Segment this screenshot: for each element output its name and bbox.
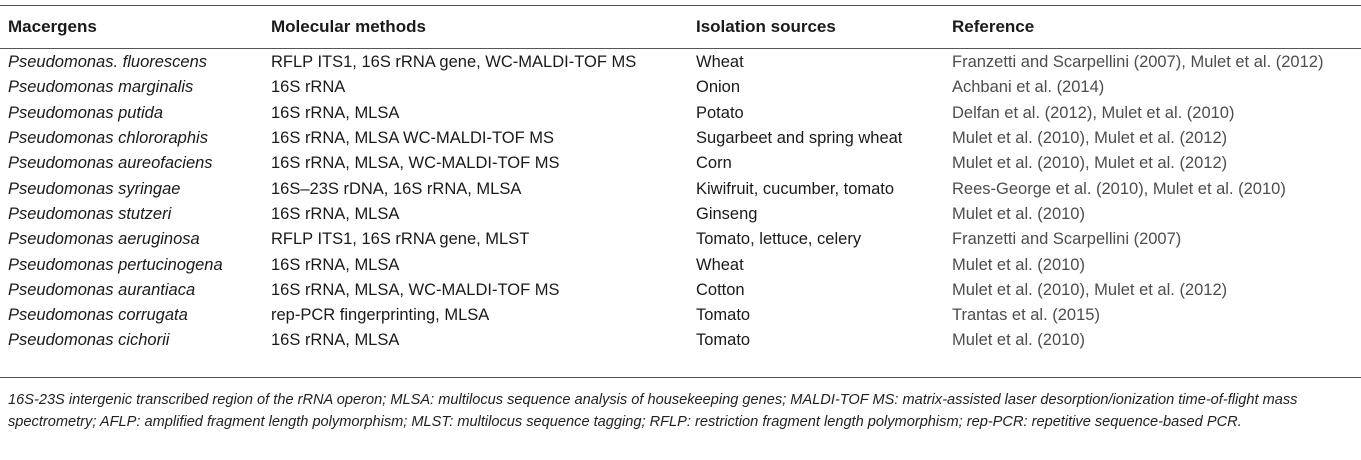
cell-species: Pseudomonas corrugata bbox=[8, 306, 188, 325]
cell-sources: Kiwifruit, cucumber, tomato bbox=[696, 179, 895, 198]
table-row: Pseudomonas putida 16S rRNA, MLSA Potato… bbox=[0, 101, 1361, 126]
cell-sources: Potato bbox=[696, 103, 744, 122]
cell-methods: 16S rRNA, MLSA bbox=[271, 103, 400, 122]
cell-sources: Ginseng bbox=[696, 204, 758, 223]
table-row: Pseudomonas marginalis 16S rRNA Onion Ac… bbox=[0, 75, 1361, 100]
cell-sources: Cotton bbox=[696, 280, 745, 299]
cell-reference: Mulet et al. (2010), Mulet et al. (2012) bbox=[952, 129, 1228, 148]
cell-reference: Franzetti and Scarpellini (2007) bbox=[952, 230, 1182, 249]
cell-methods: 16S rRNA, MLSA bbox=[271, 204, 400, 223]
cell-reference: Achbani et al. (2014) bbox=[952, 78, 1105, 97]
cell-reference: Trantas et al. (2015) bbox=[952, 306, 1100, 325]
cell-sources: Wheat bbox=[696, 255, 744, 274]
header-reference: Reference bbox=[952, 17, 1035, 36]
cell-methods: 16S rRNA, MLSA bbox=[271, 255, 400, 274]
table-header-row: Macergens Molecular methods Isolation so… bbox=[0, 6, 1361, 48]
table-row: Pseudomonas stutzeri 16S rRNA, MLSA Gins… bbox=[0, 202, 1361, 227]
header-macergens: Macergens bbox=[8, 17, 97, 36]
header-isolation-sources: Isolation sources bbox=[696, 17, 836, 36]
cell-methods: 16S rRNA, MLSA, WC-MALDI-TOF MS bbox=[271, 280, 560, 299]
cell-methods: RFLP ITS1, 16S rRNA gene, WC-MALDI-TOF M… bbox=[271, 53, 637, 72]
cell-species: Pseudomonas stutzeri bbox=[8, 204, 172, 223]
cell-species: Pseudomonas marginalis bbox=[8, 78, 194, 97]
cell-methods: 16S rRNA, MLSA, WC-MALDI-TOF MS bbox=[271, 154, 560, 173]
cell-species: Pseudomonas aeruginosa bbox=[8, 230, 200, 249]
cell-reference: Mulet et al. (2010) bbox=[952, 331, 1085, 350]
top-rule bbox=[0, 5, 1361, 6]
cell-sources: Tomato bbox=[696, 306, 751, 325]
header-molecular-methods: Molecular methods bbox=[271, 17, 426, 36]
cell-methods: 16S–23S rDNA, 16S rRNA, MLSA bbox=[271, 179, 522, 198]
cell-methods: RFLP ITS1, 16S rRNA gene, MLST bbox=[271, 230, 530, 249]
cell-sources: Sugarbeet and spring wheat bbox=[696, 129, 903, 148]
table-row: Pseudomonas cichorii 16S rRNA, MLSA Toma… bbox=[0, 328, 1361, 353]
table-row: Pseudomonas chlororaphis 16S rRNA, MLSA … bbox=[0, 126, 1361, 151]
cell-species: Pseudomonas chlororaphis bbox=[8, 129, 208, 148]
cell-sources: Corn bbox=[696, 154, 732, 173]
table-row: Pseudomonas syringae 16S–23S rDNA, 16S r… bbox=[0, 176, 1361, 201]
table-footnote: 16S-23S intergenic transcribed region of… bbox=[8, 392, 1298, 430]
cell-reference: Franzetti and Scarpellini (2007), Mulet … bbox=[952, 53, 1324, 72]
header-rule bbox=[0, 48, 1361, 49]
cell-species: Pseudomonas. fluorescens bbox=[8, 53, 208, 72]
cell-species: Pseudomonas aureofaciens bbox=[8, 154, 213, 173]
cell-reference: Mulet et al. (2010) bbox=[952, 255, 1085, 274]
cell-species: Pseudomonas cichorii bbox=[8, 331, 170, 350]
cell-reference: Mulet et al. (2010), Mulet et al. (2012) bbox=[952, 154, 1228, 173]
table-row: Pseudomonas corrugata rep-PCR fingerprin… bbox=[0, 303, 1361, 328]
cell-species: Pseudomonas syringae bbox=[8, 179, 181, 198]
table-row: Pseudomonas aureofaciens 16S rRNA, MLSA,… bbox=[0, 151, 1361, 176]
table-row: Pseudomonas aurantiaca 16S rRNA, MLSA, W… bbox=[0, 278, 1361, 303]
table-row: Pseudomonas. fluorescens RFLP ITS1, 16S … bbox=[0, 48, 1361, 75]
cell-reference: Rees-George et al. (2010), Mulet et al. … bbox=[952, 179, 1286, 198]
macergens-table: Macergens Molecular methods Isolation so… bbox=[0, 6, 1361, 354]
cell-species: Pseudomonas pertucinogena bbox=[8, 255, 223, 274]
cell-reference: Mulet et al. (2010) bbox=[952, 204, 1085, 223]
bottom-rule bbox=[0, 377, 1361, 378]
cell-methods: 16S rRNA bbox=[271, 78, 346, 97]
cell-species: Pseudomonas aurantiaca bbox=[8, 280, 196, 299]
cell-sources: Tomato, lettuce, celery bbox=[696, 230, 862, 249]
cell-sources: Onion bbox=[696, 78, 741, 97]
table-row: Pseudomonas pertucinogena 16S rRNA, MLSA… bbox=[0, 252, 1361, 277]
cell-species: Pseudomonas putida bbox=[8, 103, 164, 122]
cell-sources: Wheat bbox=[696, 53, 744, 72]
cell-sources: Tomato bbox=[696, 331, 751, 350]
table-row: Pseudomonas aeruginosa RFLP ITS1, 16S rR… bbox=[0, 227, 1361, 252]
cell-reference: Delfan et al. (2012), Mulet et al. (2010… bbox=[952, 103, 1235, 122]
cell-methods: rep-PCR fingerprinting, MLSA bbox=[271, 306, 490, 325]
cell-reference: Mulet et al. (2010), Mulet et al. (2012) bbox=[952, 280, 1228, 299]
cell-methods: 16S rRNA, MLSA WC-MALDI-TOF MS bbox=[271, 129, 554, 148]
cell-methods: 16S rRNA, MLSA bbox=[271, 331, 400, 350]
